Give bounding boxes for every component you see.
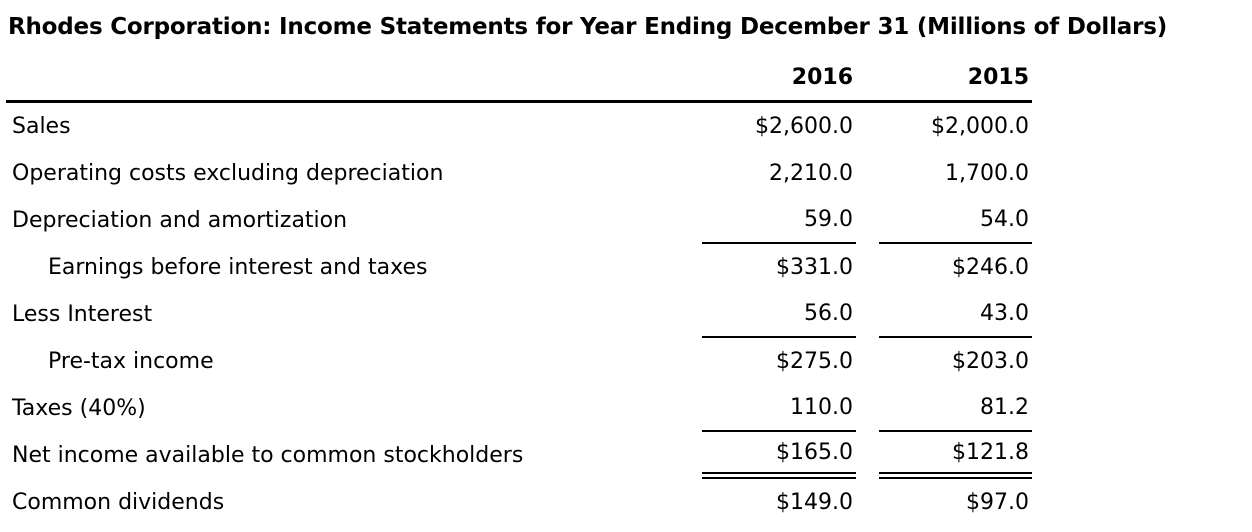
row-label: Less Interest	[12, 302, 153, 327]
value-2015: $246.0	[952, 255, 1029, 280]
table-row: Depreciation and amortization 59.0 54.0	[6, 197, 1032, 244]
table-row: Taxes (40%) 110.0 81.2	[6, 385, 1032, 432]
value-2016: $2,600.0	[755, 114, 853, 139]
column-gap	[856, 479, 879, 526]
column-gap	[856, 150, 879, 197]
value-2015: 54.0	[879, 197, 1032, 244]
header-label-cell	[6, 55, 702, 103]
row-label: Pre-tax income	[48, 349, 214, 374]
row-label: Depreciation and amortization	[12, 208, 348, 233]
value-2016: 110.0	[702, 385, 856, 432]
column-gap	[856, 338, 879, 385]
value-2016: $149.0	[776, 490, 853, 515]
value-2015: $2,000.0	[931, 114, 1029, 139]
value-2015: $121.8	[879, 432, 1032, 479]
table-row: Earnings before interest and taxes $331.0…	[6, 244, 1032, 291]
table-body: Sales $2,600.0 $2,000.0 Operating costs exc…	[6, 103, 1032, 526]
row-label: Net income available to common stockhold…	[12, 443, 524, 468]
value-2015: 43.0	[879, 291, 1032, 338]
column-gap	[856, 55, 879, 103]
column-gap	[856, 103, 879, 150]
column-gap	[856, 291, 879, 338]
value-2016: 56.0	[702, 291, 856, 338]
table-row: Common dividends $149.0 $97.0	[6, 479, 1032, 526]
row-label: Operating costs excluding depreciation	[12, 161, 444, 186]
header-row: 2016 2015	[6, 55, 1032, 103]
value-2016: $275.0	[776, 349, 853, 374]
header-year-2015: 2015	[879, 55, 1032, 103]
table-row: Less Interest 56.0 43.0	[6, 291, 1032, 338]
row-label: Sales	[12, 114, 71, 139]
table-row: Sales $2,600.0 $2,000.0	[6, 103, 1032, 150]
row-label: Taxes (40%)	[12, 396, 146, 421]
value-2015: 1,700.0	[945, 161, 1029, 186]
column-gap	[856, 244, 879, 291]
value-2015: $97.0	[966, 490, 1029, 515]
table-row: Net income available to common stockhold…	[6, 432, 1032, 479]
column-gap	[856, 385, 879, 432]
value-2016: $331.0	[776, 255, 853, 280]
value-2016: $165.0	[702, 432, 856, 479]
row-label: Common dividends	[12, 490, 225, 515]
column-gap	[856, 197, 879, 244]
table-row: Pre-tax income $275.0 $203.0	[6, 338, 1032, 385]
value-2016: 59.0	[702, 197, 856, 244]
row-label: Earnings before interest and taxes	[48, 255, 428, 280]
column-gap	[856, 432, 879, 479]
table-row: Operating costs excluding depreciation 2,…	[6, 150, 1032, 197]
value-2015: $203.0	[952, 349, 1029, 374]
income-statement-table: 2016 2015 Sales $2,600.0 $2,000.0 Operating…	[6, 55, 1032, 526]
value-2016: 2,210.0	[769, 161, 853, 186]
value-2015: 81.2	[879, 385, 1032, 432]
header-year-2016: 2016	[702, 55, 856, 103]
page-title: Rhodes Corporation: Income Statements fo…	[8, 14, 1168, 40]
